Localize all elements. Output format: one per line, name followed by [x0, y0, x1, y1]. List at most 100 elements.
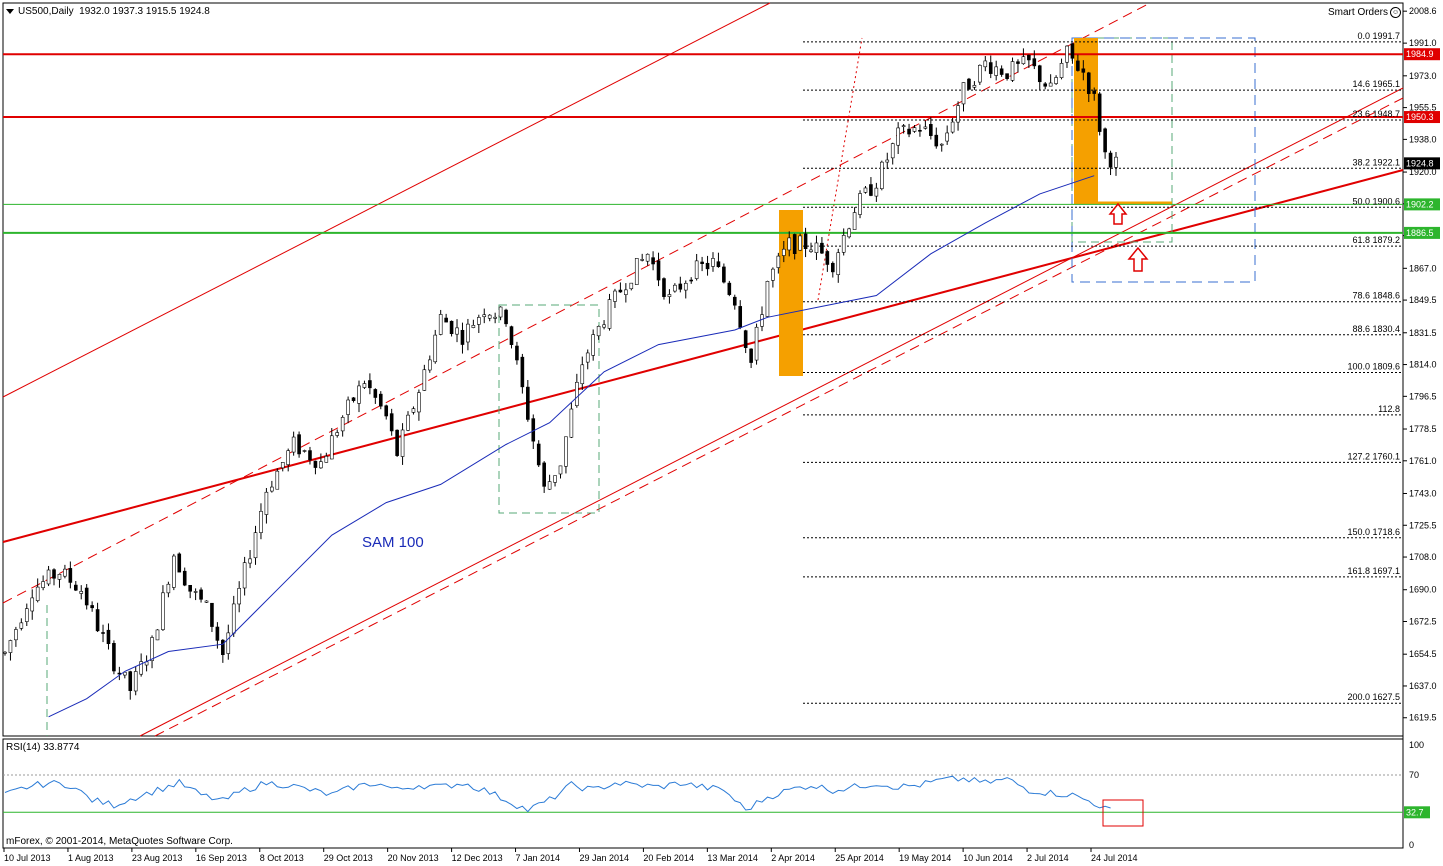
candle-body — [335, 432, 340, 436]
candle-body — [95, 609, 100, 632]
fib-level-label: 112.8 — [1378, 404, 1400, 414]
copyright-text: mForex, © 2001-2014, MetaQuotes Software… — [6, 836, 233, 847]
candle-body — [188, 584, 192, 592]
green-dashed-box-jan — [498, 304, 600, 514]
price-tick-label: 1831.5 — [1409, 328, 1437, 338]
candle-body — [869, 184, 873, 196]
candle-body — [988, 62, 993, 74]
price-tick-label: 1619.5 — [1409, 713, 1437, 723]
fib-level-label: 100.0 1809.6 — [1347, 362, 1400, 372]
candle-body — [1037, 65, 1042, 83]
candle-body — [689, 279, 694, 282]
ma-label: SAM 100 — [362, 534, 424, 551]
rsi-tick-label: 0 — [1409, 840, 1414, 850]
candle-body — [1114, 156, 1118, 168]
fib-level-label: 161.8 1697.1 — [1347, 566, 1400, 576]
time-tick-label: 8 Oct 2013 — [260, 853, 304, 863]
candle-body — [177, 553, 182, 573]
candle-body — [493, 316, 497, 319]
candle-body — [591, 334, 595, 356]
candle-body — [526, 386, 530, 420]
candle-body — [221, 639, 225, 656]
candle-body — [433, 334, 438, 363]
candle-body — [825, 251, 830, 265]
level-price-label: 1902.2 — [1406, 199, 1434, 209]
up-arrow-icon — [1127, 246, 1149, 272]
price-tick-label: 1708.0 — [1409, 552, 1437, 562]
candle-body — [874, 187, 879, 197]
rsi-tick-label: 70 — [1409, 770, 1419, 780]
candle-body — [765, 281, 770, 317]
candle-body — [836, 252, 841, 275]
candle-body — [411, 408, 416, 413]
price-tick-label: 1814.0 — [1409, 360, 1437, 370]
candle-body — [912, 127, 917, 132]
candle-body — [444, 317, 448, 323]
time-tick-label: 19 May 2014 — [899, 853, 951, 863]
candle-body — [667, 294, 672, 297]
candle-body — [466, 323, 470, 343]
candle-body — [498, 306, 503, 318]
candle-body — [1016, 61, 1020, 64]
dropdown-triangle-icon[interactable] — [6, 8, 14, 14]
price-tick-label: 1938.0 — [1409, 134, 1437, 144]
candle-body — [57, 573, 62, 580]
highlight-bar-april — [779, 210, 803, 376]
rsi-level-label: 32.7 — [1406, 807, 1424, 817]
time-axis: 10 Jul 2013 1 Aug 2013 23 Aug 2013 16 Sep 2… — [3, 848, 1138, 863]
candle-body — [133, 671, 138, 692]
smart-orders-button[interactable]: Smart Orders ☺ — [1328, 7, 1402, 19]
price-tick-label: 1920.0 — [1409, 167, 1437, 177]
candle-body — [787, 237, 792, 251]
candle-body — [400, 429, 405, 457]
rsi-highlight-box — [1102, 799, 1144, 827]
candle-body — [329, 435, 334, 460]
candle-body — [41, 581, 45, 588]
fib-level-label: 38.2 1922.1 — [1352, 157, 1400, 167]
candle-body — [978, 64, 982, 83]
candle-body — [395, 429, 399, 456]
price-tick-label: 1796.5 — [1409, 391, 1437, 401]
price-tick-label: 1761.0 — [1409, 456, 1437, 466]
price-tick-label: 1867.0 — [1409, 263, 1437, 273]
candle-body — [460, 329, 465, 345]
candle-body — [427, 359, 432, 371]
candle-body — [1076, 60, 1080, 71]
level-price-tag — [1404, 157, 1440, 170]
fib-level-label: 200.0 1627.5 — [1347, 692, 1400, 702]
rsi-level-tag — [1404, 806, 1430, 819]
candle-body — [542, 462, 546, 487]
candle-body — [585, 352, 590, 363]
candle-body — [749, 348, 753, 363]
candle-body — [923, 126, 928, 129]
candle-body — [515, 345, 519, 361]
price-tick-label: 1973.0 — [1409, 71, 1437, 81]
candle-body — [596, 326, 601, 337]
candle-body — [106, 629, 111, 645]
candle-body — [956, 105, 960, 123]
candle-body — [624, 289, 628, 295]
candle-body — [438, 314, 443, 335]
candle-body — [743, 330, 748, 348]
candle-body — [101, 632, 105, 634]
candle-body — [422, 369, 427, 391]
fib-level-label: 61.8 1879.2 — [1352, 235, 1400, 245]
price-tick-label: 1778.5 — [1409, 424, 1437, 434]
candle-body — [52, 569, 56, 579]
rsi-plot-frame — [2, 738, 1404, 849]
candle-body — [760, 314, 764, 327]
candle-body — [30, 597, 35, 612]
rsi-title: RSI(14) 33.8774 — [6, 742, 80, 753]
price-tick-label: 1725.5 — [1409, 520, 1437, 530]
fib-level-label: 78.6 1848.6 — [1352, 291, 1400, 301]
candle-body — [994, 66, 998, 76]
candle-body — [520, 356, 525, 388]
smart-orders-label: Smart Orders — [1328, 7, 1389, 19]
candle-body — [302, 450, 307, 452]
candle-body — [939, 143, 944, 146]
level-price-tag — [1404, 226, 1440, 239]
price-tick-label: 1743.0 — [1409, 488, 1437, 498]
candle-body — [809, 249, 813, 252]
level-price-label: 1950.3 — [1406, 112, 1434, 122]
